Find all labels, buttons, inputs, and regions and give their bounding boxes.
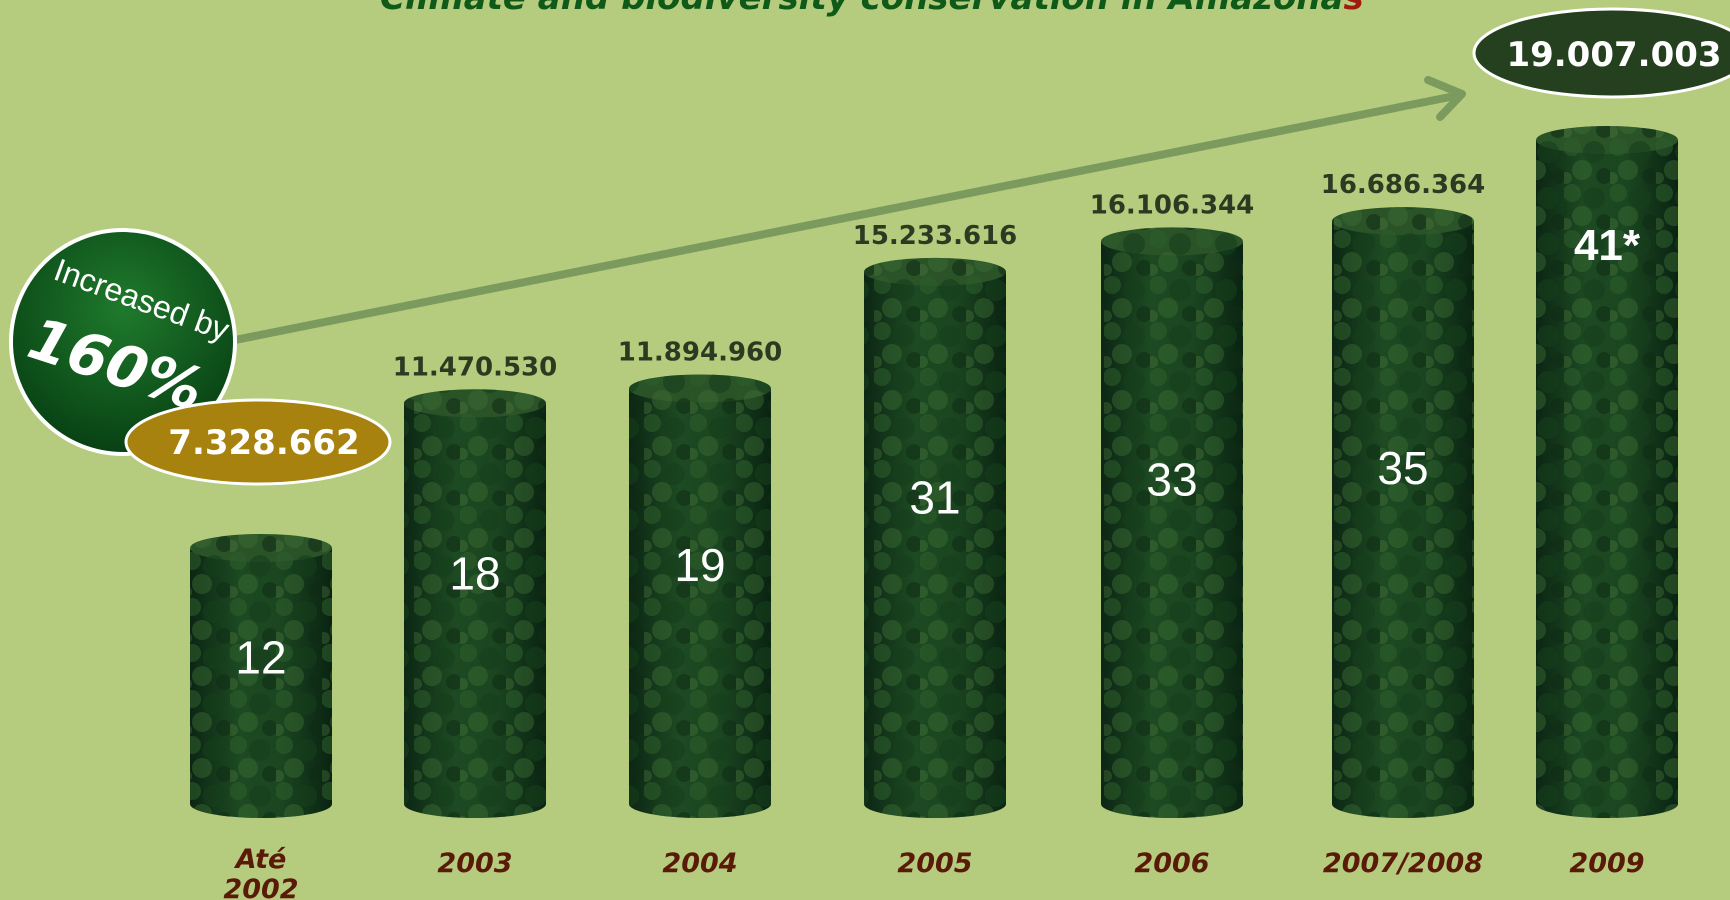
growth-arrow-line — [221, 92, 1459, 346]
bar-count-label: 33 — [1146, 454, 1197, 506]
x-tick-label: 2004 — [662, 848, 737, 879]
bar-5 — [1101, 227, 1243, 818]
x-tick-label: Até 2002 — [223, 844, 298, 900]
bar-value-label: 11.894.960 — [618, 337, 782, 367]
bar-value-label: 16.106.344 — [1090, 190, 1254, 220]
bar-value-label: 19.007.003 — [1506, 35, 1721, 75]
bar-count-label: 18 — [449, 548, 500, 600]
bar-count-label: 12 — [235, 632, 286, 684]
bar-count-label: 19 — [674, 539, 725, 591]
bar-2 — [404, 389, 546, 818]
start-value-pill — [124, 398, 392, 486]
bar-4 — [864, 257, 1006, 818]
bar-value-label: 7.328.662 — [168, 423, 359, 463]
bar-7 — [1536, 126, 1678, 818]
x-tick-label: 2006 — [1134, 848, 1209, 879]
end-value-pill — [1472, 7, 1730, 99]
bar-count-label: 31 — [909, 471, 960, 523]
bar-1 — [190, 533, 332, 818]
growth-arrow-head — [1424, 76, 1466, 121]
x-tick-label: 2007/2008 — [1323, 848, 1483, 879]
x-tick-label: 2009 — [1569, 848, 1644, 879]
bar-value-label: 16.686.364 — [1321, 170, 1485, 200]
bar-count-label: 35 — [1377, 442, 1428, 494]
x-tick-label: 2005 — [897, 848, 972, 879]
bar-value-label: 11.470.530 — [393, 352, 557, 382]
bar-count-label: 41* — [1574, 221, 1641, 270]
bar-value-label: 15.233.616 — [853, 221, 1017, 251]
bar-3 — [629, 374, 771, 818]
chart-title: Climate and biodiversity conservation in… — [380, 0, 1364, 18]
bar-6 — [1332, 207, 1474, 819]
increase-badge — [9, 228, 237, 456]
x-tick-label: 2003 — [437, 848, 512, 879]
